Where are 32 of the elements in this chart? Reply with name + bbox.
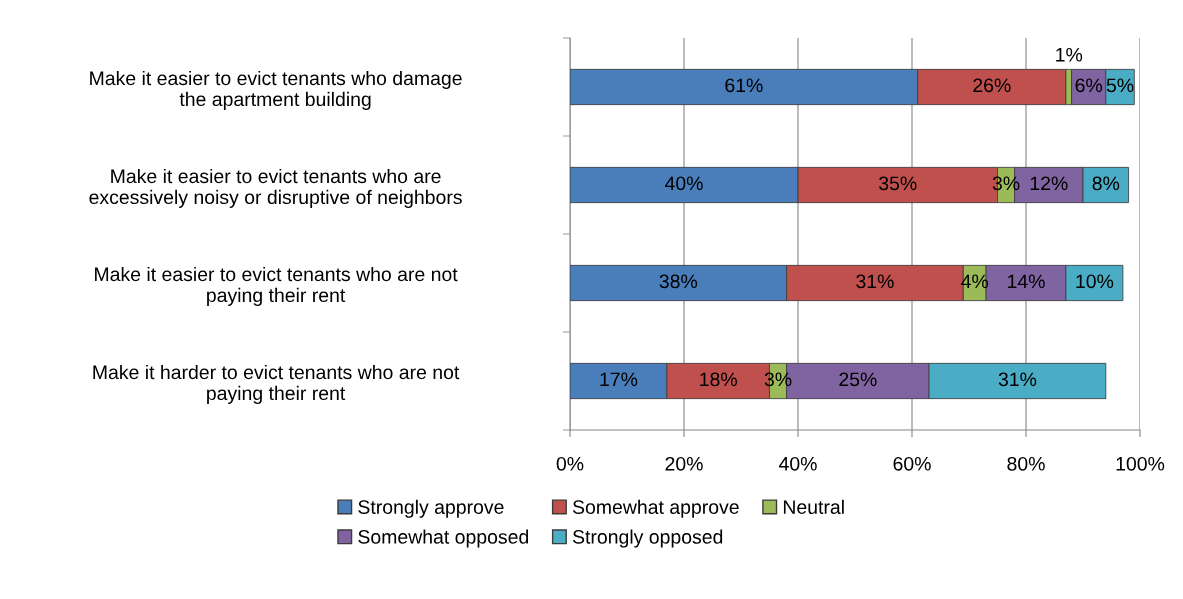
data-label: 38% bbox=[659, 274, 698, 289]
y-tick-label: Make it easier to evict tenants who damage the apartment building bbox=[90, 70, 462, 110]
y-tick-label: Make it harder to evict tenants who are not paying their rent bbox=[93, 364, 460, 404]
x-tick-label: 100% bbox=[1116, 456, 1165, 471]
data-label: 12% bbox=[1030, 176, 1068, 191]
data-label: 18% bbox=[700, 372, 737, 387]
data-label: 26% bbox=[973, 78, 1011, 93]
data-label: 14% bbox=[1008, 274, 1045, 289]
legend-label: Strongly approve bbox=[358, 499, 504, 518]
y-tick-label: Make it easier to evict tenants who are excessively noisy or disruptive of neighbors bbox=[89, 168, 462, 208]
legend-label: Neutral bbox=[783, 499, 844, 514]
data-label: 6% bbox=[1075, 78, 1103, 93]
data-label: 5% bbox=[1106, 78, 1134, 93]
x-tick-label: 80% bbox=[1007, 456, 1045, 471]
data-label: 10% bbox=[1076, 274, 1114, 289]
x-tick-label: 20% bbox=[665, 456, 703, 471]
data-label: 8% bbox=[1092, 176, 1120, 191]
x-tick-label: 40% bbox=[778, 456, 817, 471]
data-label: 61% bbox=[725, 78, 763, 93]
data-label: 31% bbox=[998, 372, 1037, 387]
data-label: 35% bbox=[879, 176, 917, 191]
x-tick-label: 60% bbox=[893, 456, 931, 471]
data-label: 40% bbox=[664, 176, 703, 191]
data-label: 31% bbox=[856, 274, 894, 289]
y-tick-label: Make it easier to evict tenants who are not paying their rent bbox=[95, 266, 458, 306]
x-tick-label: 0% bbox=[556, 456, 584, 471]
data-label: 1% bbox=[1056, 47, 1083, 62]
data-label: 17% bbox=[600, 372, 638, 387]
data-label: 25% bbox=[839, 372, 877, 387]
legend-label: Somewhat opposed bbox=[358, 529, 529, 548]
legend-label: Strongly opposed bbox=[572, 529, 723, 548]
legend-label: Somewhat approve bbox=[572, 499, 739, 518]
